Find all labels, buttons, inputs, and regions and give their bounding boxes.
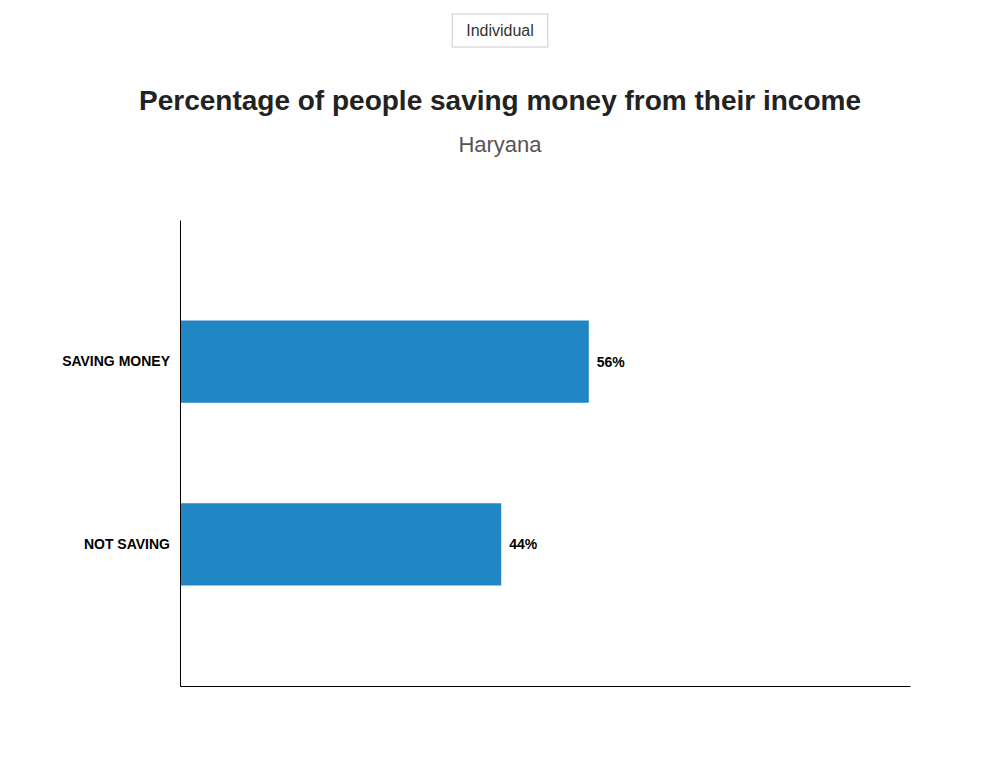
x-axis: [181, 686, 911, 687]
annotation: Individual: [452, 14, 548, 47]
y-tick-label: NOT SAVING: [84, 536, 170, 552]
data-label: 44%: [509, 536, 538, 552]
data-labels: 56% 44%: [509, 354, 625, 553]
bar: [180, 321, 589, 403]
data-label: 56%: [597, 354, 626, 370]
y-tick-label: SAVING MONEY: [62, 353, 171, 369]
y-tick: NOT SAVING: [84, 536, 170, 552]
annotation-text: Individual: [466, 22, 534, 39]
y-tick: SAVING MONEY: [62, 353, 171, 369]
annotation-box: [452, 14, 548, 47]
plot: SAVING MONEY NOT SAVING 56% 44%: [62, 221, 910, 687]
x-axis-line: [181, 686, 911, 687]
y-axis: SAVING MONEY NOT SAVING: [62, 221, 180, 687]
title: Percentage of people saving money from t…: [139, 85, 861, 116]
subtitle: Haryana: [458, 132, 542, 157]
bars: [180, 321, 589, 586]
bar: [180, 503, 501, 585]
y-axis-line: [180, 221, 181, 687]
chart: Individual Percentage of people saving mo…: [0, 0, 1000, 776]
